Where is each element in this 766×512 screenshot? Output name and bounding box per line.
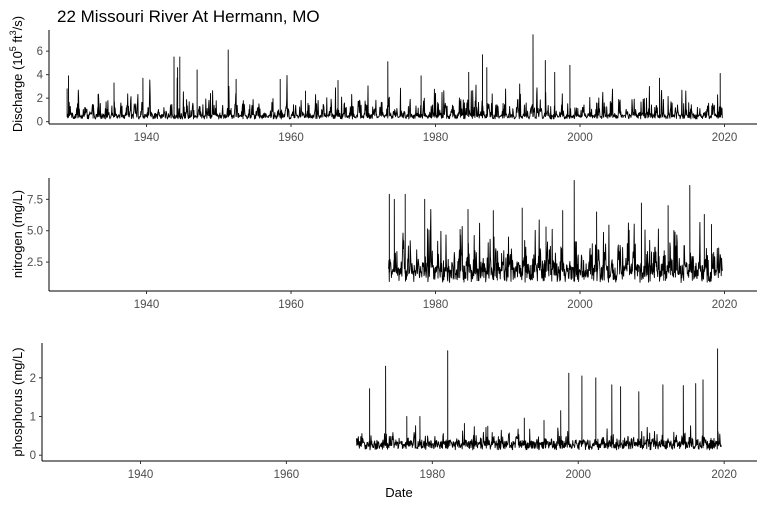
y-tick-label: 1 <box>30 412 36 424</box>
x-tick-label: 2000 <box>567 299 593 311</box>
y-axis-title: phosphorus (mg/L) <box>10 347 25 456</box>
x-tick-label: 1980 <box>423 132 449 144</box>
x-tick-label: 1940 <box>134 299 160 311</box>
y-tick-label: 5.0 <box>27 226 43 238</box>
y-axis-title: nitrogen (mg/L) <box>10 190 25 278</box>
x-tick-label: 2000 <box>567 132 593 144</box>
x-tick-label: 1980 <box>420 469 446 481</box>
y-tick-label: 0 <box>30 450 36 462</box>
panel-discharge: 0 2 4 6 1940 1960 1980 2000 2020 Discharge (105 f… <box>8 16 757 144</box>
x-tick-label: 2000 <box>565 469 591 481</box>
x-tick-label: 1980 <box>423 299 449 311</box>
chart-title: 22 Missouri River At Hermann, MO <box>57 7 320 26</box>
y-tick-label: 0 <box>37 117 43 129</box>
x-tick-label: 1960 <box>278 299 304 311</box>
series-line-discharge <box>66 34 723 120</box>
y-tick-label: 4 <box>37 70 44 82</box>
series-line-phosphorus <box>356 348 722 451</box>
x-tick-label: 2020 <box>711 469 737 481</box>
x-tick-label: 1940 <box>134 132 160 144</box>
x-tick-label: 1960 <box>274 469 300 481</box>
panel-phosphorus: 0 1 2 1940 1960 1980 2000 2020 phosphorus (mg/L) <box>10 343 757 481</box>
panel-nitrogen: 2.5 5.0 7.5 1940 1960 1980 2000 2020 nitrogen (m… <box>10 178 757 311</box>
y-tick-label: 2 <box>37 93 43 105</box>
y-axis-title: Discharge (105 ft3/s) <box>8 16 25 132</box>
y-tick-label: 2 <box>30 373 36 385</box>
y-tick-label: 7.5 <box>27 194 43 206</box>
x-axis-title: Date <box>385 485 412 500</box>
series-line-nitrogen <box>388 180 723 283</box>
y-tick-label: 2.5 <box>27 257 43 269</box>
x-tick-label: 2020 <box>712 299 738 311</box>
x-tick-label: 1940 <box>128 469 154 481</box>
y-tick-label: 6 <box>37 46 43 58</box>
x-tick-label: 1960 <box>278 132 304 144</box>
x-tick-label: 2020 <box>712 132 738 144</box>
